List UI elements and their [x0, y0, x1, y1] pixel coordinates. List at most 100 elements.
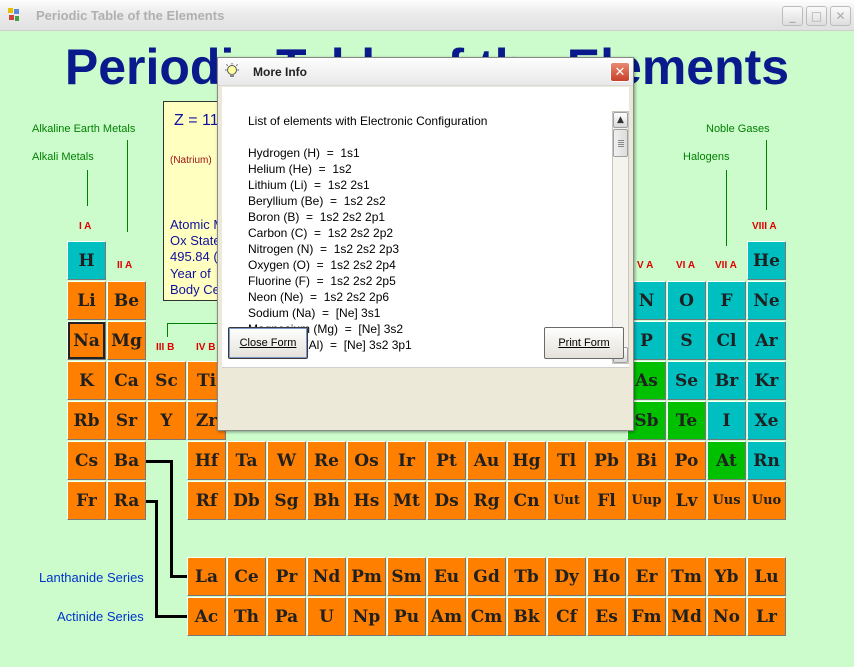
element-F[interactable]: F: [707, 281, 746, 320]
element-Bk[interactable]: Bk: [507, 597, 546, 636]
element-Uuo[interactable]: Uuo: [747, 481, 786, 520]
element-Rf[interactable]: Rf: [187, 481, 226, 520]
element-H[interactable]: H: [67, 241, 106, 280]
element-Cm[interactable]: Cm: [467, 597, 506, 636]
element-Np[interactable]: Np: [347, 597, 386, 636]
element-Sr[interactable]: Sr: [107, 401, 146, 440]
element-Po[interactable]: Po: [667, 441, 706, 480]
element-Gd[interactable]: Gd: [467, 557, 506, 596]
element-Fr[interactable]: Fr: [67, 481, 106, 520]
element-Cf[interactable]: Cf: [547, 597, 586, 636]
element-U[interactable]: U: [307, 597, 346, 636]
element-Hg[interactable]: Hg: [507, 441, 546, 480]
element-Re[interactable]: Re: [307, 441, 346, 480]
element-Tl[interactable]: Tl: [547, 441, 586, 480]
element-Pt[interactable]: Pt: [427, 441, 466, 480]
element-Ce[interactable]: Ce: [227, 557, 266, 596]
element-Kr[interactable]: Kr: [747, 361, 786, 400]
element-Db[interactable]: Db: [227, 481, 266, 520]
element-Na[interactable]: Na: [67, 321, 106, 360]
close-window-button[interactable]: ✕: [830, 6, 851, 26]
element-Eu[interactable]: Eu: [427, 557, 466, 596]
element-Pb[interactable]: Pb: [587, 441, 626, 480]
element-Hf[interactable]: Hf: [187, 441, 226, 480]
element-No[interactable]: No: [707, 597, 746, 636]
element-Cn[interactable]: Cn: [507, 481, 546, 520]
element-K[interactable]: K: [67, 361, 106, 400]
element-Uup[interactable]: Uup: [627, 481, 666, 520]
element-Be[interactable]: Be: [107, 281, 146, 320]
element-Er[interactable]: Er: [627, 557, 666, 596]
element-Sc[interactable]: Sc: [147, 361, 186, 400]
element-Ne[interactable]: Ne: [747, 281, 786, 320]
element-Os[interactable]: Os: [347, 441, 386, 480]
element-Au[interactable]: Au: [467, 441, 506, 480]
scroll-thumb[interactable]: [613, 129, 628, 157]
dialog-close-icon[interactable]: ✕: [610, 62, 630, 82]
element-Pa[interactable]: Pa: [267, 597, 306, 636]
electron-config-list[interactable]: List of elements with Electronic Configu…: [222, 87, 629, 368]
element-Ar[interactable]: Ar: [747, 321, 786, 360]
element-Cl[interactable]: Cl: [707, 321, 746, 360]
element-Ir[interactable]: Ir: [387, 441, 426, 480]
element-Te[interactable]: Te: [667, 401, 706, 440]
element-Am[interactable]: Am: [427, 597, 466, 636]
element-Se[interactable]: Se: [667, 361, 706, 400]
element-Fl[interactable]: Fl: [587, 481, 626, 520]
element-Nd[interactable]: Nd: [307, 557, 346, 596]
vertical-scrollbar[interactable]: ▲ ▼: [612, 111, 629, 364]
element-Pm[interactable]: Pm: [347, 557, 386, 596]
element-Lr[interactable]: Lr: [747, 597, 786, 636]
element-Th[interactable]: Th: [227, 597, 266, 636]
element-He[interactable]: He: [747, 241, 786, 280]
element-Rg[interactable]: Rg: [467, 481, 506, 520]
minimize-button[interactable]: _: [782, 6, 803, 26]
element-O[interactable]: O: [667, 281, 706, 320]
element-Uut[interactable]: Uut: [547, 481, 586, 520]
element-Br[interactable]: Br: [707, 361, 746, 400]
close-form-button[interactable]: Close Form: [228, 327, 308, 359]
element-At[interactable]: At: [707, 441, 746, 480]
element-Cs[interactable]: Cs: [67, 441, 106, 480]
element-Ho[interactable]: Ho: [587, 557, 626, 596]
element-W[interactable]: W: [267, 441, 306, 480]
element-Tb[interactable]: Tb: [507, 557, 546, 596]
element-Xe[interactable]: Xe: [747, 401, 786, 440]
element-Md[interactable]: Md: [667, 597, 706, 636]
element-Mg[interactable]: Mg: [107, 321, 146, 360]
element-Mt[interactable]: Mt: [387, 481, 426, 520]
element-Ba[interactable]: Ba: [107, 441, 146, 480]
element-Fm[interactable]: Fm: [627, 597, 666, 636]
element-Lv[interactable]: Lv: [667, 481, 706, 520]
element-Rn[interactable]: Rn: [747, 441, 786, 480]
element-Hs[interactable]: Hs: [347, 481, 386, 520]
element-Es[interactable]: Es: [587, 597, 626, 636]
element-Uus[interactable]: Uus: [707, 481, 746, 520]
title-bar[interactable]: Periodic Table of the Elements _ □ ✕: [0, 0, 854, 31]
element-I[interactable]: I: [707, 401, 746, 440]
element-La[interactable]: La: [187, 557, 226, 596]
element-S[interactable]: S: [667, 321, 706, 360]
element-Ra[interactable]: Ra: [107, 481, 146, 520]
element-Ta[interactable]: Ta: [227, 441, 266, 480]
element-Sg[interactable]: Sg: [267, 481, 306, 520]
element-Rb[interactable]: Rb: [67, 401, 106, 440]
element-Pu[interactable]: Pu: [387, 597, 426, 636]
element-Dy[interactable]: Dy: [547, 557, 586, 596]
dialog-title-bar[interactable]: More Info ✕: [218, 58, 633, 86]
element-Ds[interactable]: Ds: [427, 481, 466, 520]
element-Bh[interactable]: Bh: [307, 481, 346, 520]
maximize-button[interactable]: □: [806, 6, 827, 26]
element-Pr[interactable]: Pr: [267, 557, 306, 596]
element-Lu[interactable]: Lu: [747, 557, 786, 596]
element-Bi[interactable]: Bi: [627, 441, 666, 480]
scroll-up-icon[interactable]: ▲: [613, 112, 628, 128]
element-Y[interactable]: Y: [147, 401, 186, 440]
element-Li[interactable]: Li: [67, 281, 106, 320]
element-Yb[interactable]: Yb: [707, 557, 746, 596]
element-Ca[interactable]: Ca: [107, 361, 146, 400]
element-Tm[interactable]: Tm: [667, 557, 706, 596]
element-Ac[interactable]: Ac: [187, 597, 226, 636]
element-Sm[interactable]: Sm: [387, 557, 426, 596]
print-form-button[interactable]: Print Form: [544, 327, 624, 359]
